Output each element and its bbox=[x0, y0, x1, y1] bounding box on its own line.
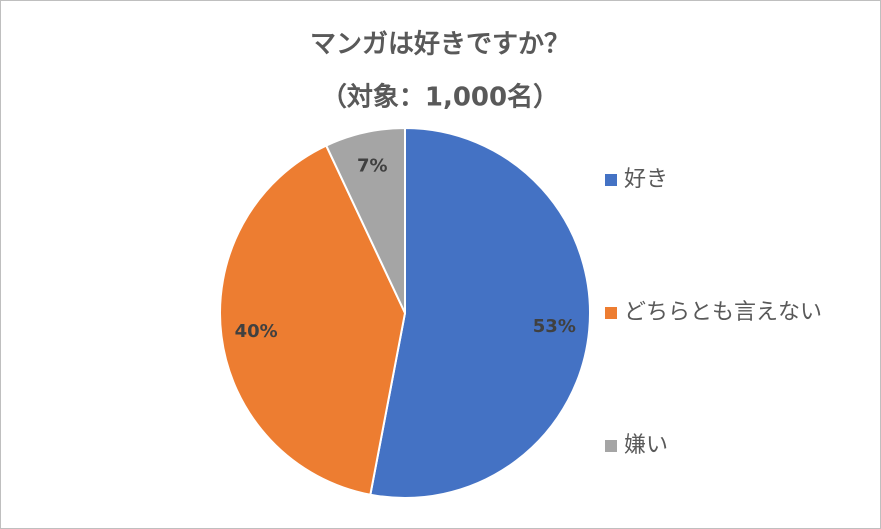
legend-label: どちらとも言えない bbox=[624, 300, 822, 325]
pie-slice bbox=[324, 126, 406, 314]
legend-label: 好き bbox=[624, 167, 668, 192]
data-label: 40% bbox=[235, 321, 278, 342]
pie-slice bbox=[369, 126, 591, 499]
data-label: 53% bbox=[533, 316, 576, 337]
data-label: 7% bbox=[357, 156, 388, 177]
chart-subtitle: （対象：1,000名） bbox=[321, 82, 559, 113]
legend-swatch bbox=[605, 307, 617, 319]
chart-title: マンガは好きですか？ bbox=[310, 30, 570, 60]
legend-swatch bbox=[605, 440, 617, 452]
legend-label: 嫌い bbox=[624, 433, 668, 458]
pie-slice bbox=[219, 144, 407, 496]
legend-swatch bbox=[605, 174, 617, 186]
